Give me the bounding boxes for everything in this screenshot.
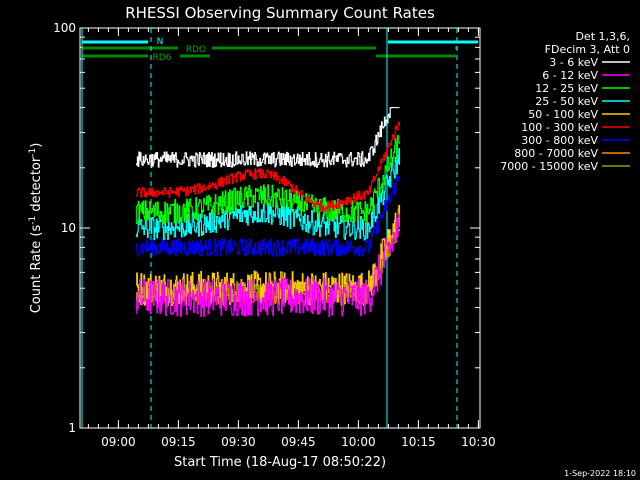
legend-label: 50 - 100 keV [528, 108, 598, 121]
x-tick-label: 09:30 [221, 435, 256, 449]
legend-header-line-1: Det 1,3,6, [575, 30, 630, 43]
x-axis-label: Start Time (18-Aug-17 08:50:22) [174, 455, 386, 470]
legend-header-line-2: FDecim 3, Att 0 [545, 43, 630, 56]
flag-label-rdo: RDO [186, 45, 206, 55]
x-tick-label: 09:45 [281, 435, 316, 449]
x-tick-label: 09:00 [101, 435, 136, 449]
chart-title: RHESSI Observing Summary Count Rates [125, 4, 435, 22]
axis-ticks: 1 10 100 09:00 09:15 09:30 09:45 10:00 10:15 10:3… [53, 21, 496, 449]
footer-date: 1-Sep-2022 18:10 [564, 469, 636, 478]
legend-label: 7000 - 15000 keV [500, 160, 598, 173]
x-tick-label: 09:15 [161, 435, 196, 449]
series-lines [136, 107, 401, 317]
series-line-0 [136, 107, 400, 168]
legend-label: 25 - 50 keV [535, 95, 598, 108]
series-line-2 [136, 135, 401, 225]
legend-label: 12 - 25 keV [535, 82, 598, 95]
y-tick-label: 10 [61, 221, 76, 235]
x-tick-label: 10:30 [461, 435, 496, 449]
series-line-1 [136, 213, 401, 317]
x-tick-label: 10:15 [401, 435, 436, 449]
legend-label: 800 - 7000 keV [514, 147, 598, 160]
plot-frame [79, 27, 481, 429]
flag-label-rd6: RD6 [153, 53, 172, 63]
series-line-5 [136, 121, 401, 212]
legend-label: 300 - 800 keV [521, 134, 598, 147]
y-tick-label: 1 [68, 421, 76, 435]
legend-label: 6 - 12 keV [542, 69, 598, 82]
flag-label-n: N [157, 37, 164, 47]
y-axis-label: Count Rate (s-1 detector-1) [28, 143, 44, 314]
legend-label: 3 - 6 keV [549, 56, 598, 69]
series-line-6 [136, 175, 401, 257]
y-tick-label: 100 [53, 21, 76, 35]
legend-label: 100 - 300 keV [521, 121, 598, 134]
x-tick-label: 10:00 [341, 435, 376, 449]
